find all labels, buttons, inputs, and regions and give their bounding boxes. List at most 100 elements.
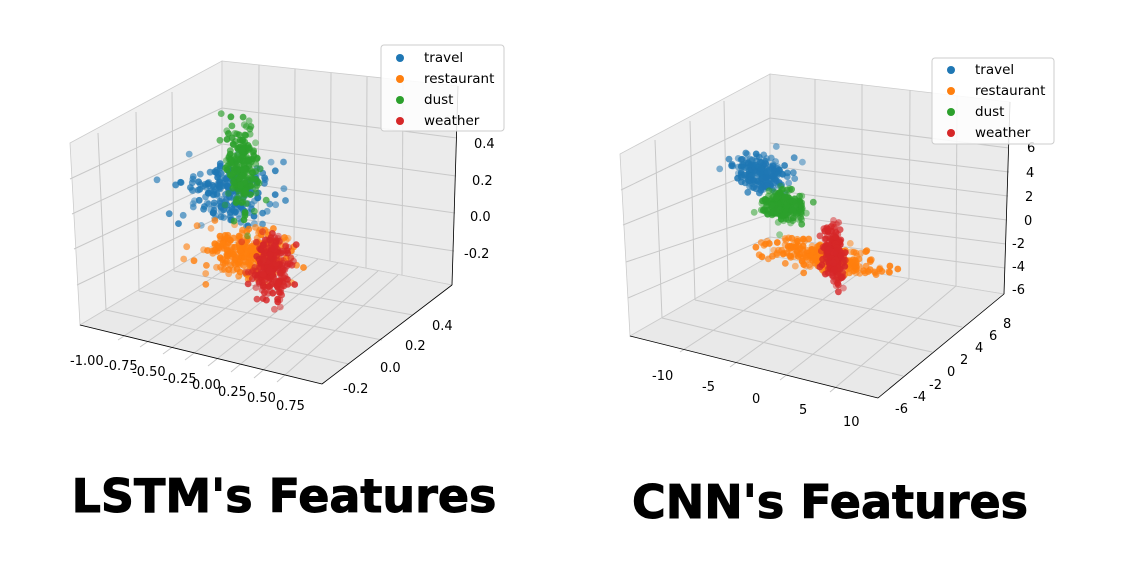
legend: travel restaurant dust weather	[931, 57, 1055, 145]
legend-marker-restaurant	[947, 87, 955, 95]
point-restaurant	[866, 258, 874, 265]
point-weather	[835, 219, 842, 226]
point-travel	[217, 213, 225, 221]
point-travel	[221, 201, 229, 209]
point-travel	[771, 175, 779, 182]
point-travel	[179, 211, 187, 219]
legend-marker-restaurant	[396, 75, 404, 83]
point-travel	[189, 173, 197, 180]
point-restaurant	[785, 234, 792, 242]
point-weather	[292, 241, 300, 249]
point-weather	[286, 260, 294, 268]
legend-marker-travel	[396, 54, 404, 62]
point-dust	[783, 202, 790, 209]
point-restaurant	[852, 249, 860, 257]
point-restaurant	[211, 217, 219, 224]
point-restaurant	[218, 256, 226, 263]
point-dust	[776, 199, 784, 207]
x-tick: 5	[799, 403, 807, 418]
point-dust	[223, 136, 231, 143]
point-dust	[262, 196, 270, 204]
x-tick: 0.25	[218, 385, 247, 400]
point-weather	[276, 296, 284, 304]
point-dust	[251, 207, 258, 215]
y-tick: 0.4	[432, 319, 453, 334]
point-weather	[248, 275, 256, 283]
point-dust	[765, 187, 773, 195]
point-weather	[259, 244, 267, 252]
point-weather	[840, 284, 847, 292]
point-restaurant	[894, 265, 902, 273]
x-axis-line	[629, 335, 879, 399]
point-travel	[189, 203, 197, 211]
point-dust	[221, 201, 229, 209]
point-dust	[225, 130, 232, 137]
y-tick: 2	[960, 353, 968, 368]
point-travel	[214, 180, 222, 188]
point-dust	[252, 139, 259, 147]
point-restaurant	[224, 252, 232, 260]
point-travel	[216, 160, 224, 168]
z-tick: 2	[1025, 190, 1033, 205]
point-travel	[762, 160, 769, 168]
point-restaurant	[876, 264, 884, 272]
point-dust	[750, 208, 758, 216]
point-travel	[744, 188, 752, 196]
point-dust	[233, 167, 241, 175]
point-restaurant	[193, 222, 201, 230]
point-travel	[756, 158, 764, 166]
point-restaurant	[300, 264, 307, 271]
y-tick: -4	[913, 390, 926, 405]
point-weather	[264, 289, 272, 297]
point-travel	[212, 212, 220, 219]
point-dust	[795, 216, 802, 223]
point-weather	[273, 237, 280, 245]
z-tick: -6	[1012, 283, 1025, 298]
point-weather	[285, 244, 293, 251]
point-travel	[200, 205, 208, 213]
point-restaurant	[207, 225, 215, 232]
point-restaurant	[236, 268, 244, 276]
point-weather	[244, 280, 252, 288]
point-weather	[259, 241, 267, 249]
point-weather	[282, 275, 290, 283]
point-dust	[809, 198, 817, 206]
point-travel	[206, 168, 214, 176]
legend-marker-weather	[947, 129, 955, 137]
point-weather	[253, 295, 261, 303]
point-weather	[274, 279, 282, 287]
legend-label: travel	[424, 50, 463, 66]
point-travel	[757, 165, 765, 173]
point-dust	[216, 136, 224, 144]
point-dust	[781, 193, 789, 201]
point-travel	[745, 166, 753, 174]
point-weather	[277, 263, 285, 271]
point-dust	[759, 197, 766, 205]
point-restaurant	[219, 266, 226, 274]
point-restaurant	[221, 232, 229, 239]
point-weather	[251, 264, 259, 271]
x-tick: -1.00	[70, 354, 104, 369]
point-restaurant	[200, 246, 208, 254]
point-dust	[253, 154, 261, 162]
point-dust	[798, 192, 806, 200]
point-dust	[789, 207, 797, 214]
point-restaurant	[213, 263, 220, 271]
point-weather	[259, 270, 267, 278]
point-weather	[260, 256, 268, 263]
y-axis-line	[321, 284, 453, 385]
point-dust	[248, 181, 256, 189]
x-tick: -0.25	[163, 372, 197, 387]
caption: LSTM's Features	[72, 469, 497, 523]
point-restaurant	[810, 255, 818, 263]
y-tick: -6	[895, 402, 908, 417]
point-dust	[243, 177, 251, 185]
x-tick: 0	[752, 392, 760, 407]
point-travel	[209, 191, 217, 199]
y-tick: 8	[1003, 317, 1011, 332]
point-dust	[245, 117, 253, 125]
lstm-chart: -1.00 -0.75 -0.50 -0.25 0.00 0.25 0.50 0…	[69, 44, 505, 524]
point-travel	[789, 169, 797, 177]
point-travel	[187, 184, 194, 191]
y-tick: -2	[929, 378, 942, 393]
